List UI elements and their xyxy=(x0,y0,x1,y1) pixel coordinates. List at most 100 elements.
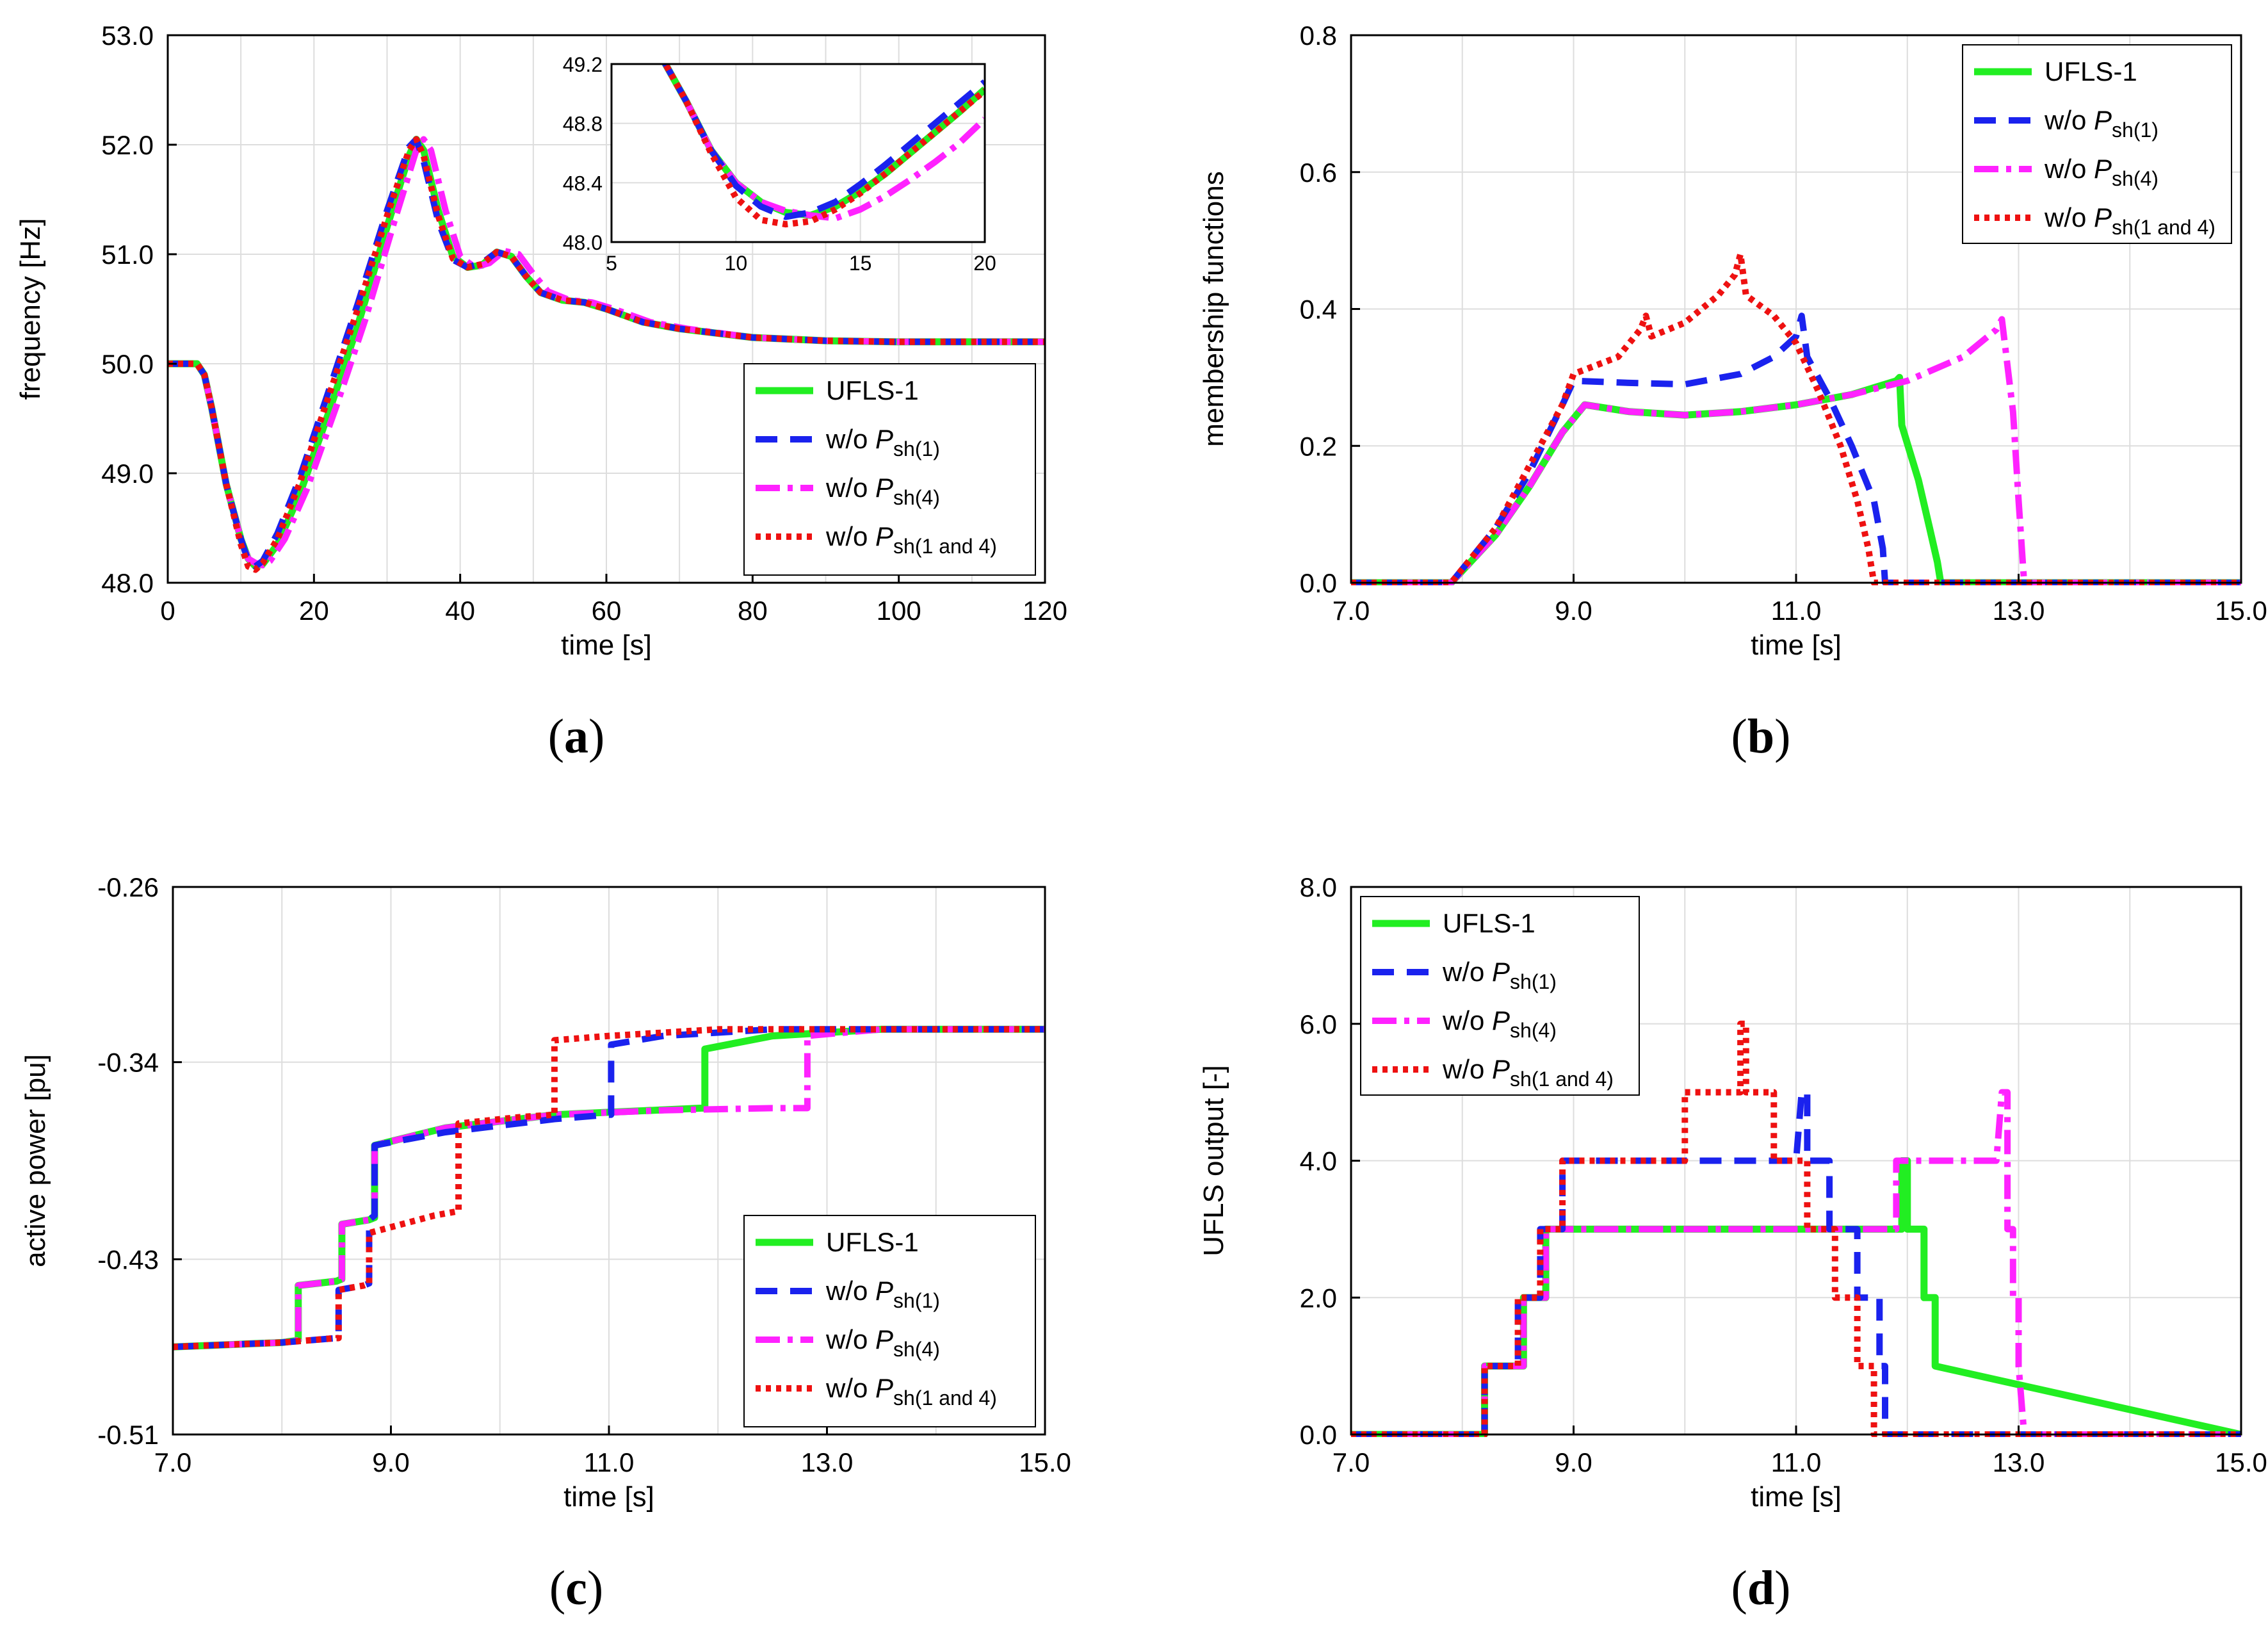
chart-b: 7.0 9.0 11.0 13.0 15.0 0.0 0.2 0.4 0.6 0.8 time [s… xyxy=(1198,20,2267,763)
y-tick-label: 4.0 xyxy=(1300,1146,1337,1176)
series-line-wo1 xyxy=(168,136,1045,570)
y-tick-label: -0.43 xyxy=(97,1244,159,1274)
series-line-wo14 xyxy=(168,136,1045,573)
series-line-wo4 xyxy=(1351,316,2241,585)
inset-series-group xyxy=(661,64,985,228)
y-tick-label: 51.0 xyxy=(101,240,154,270)
series-line-wo14 xyxy=(173,1026,1045,1351)
x-tick-label: 11.0 xyxy=(1771,1447,1822,1477)
inset-y-tick-label: 48.8 xyxy=(563,113,603,136)
x-tick-label: 9.0 xyxy=(1555,596,1592,626)
legend-label-ufls: UFLS-1 xyxy=(1443,908,1535,938)
x-tick-label: 15.0 xyxy=(2215,1447,2267,1477)
y-tick-label: 2.0 xyxy=(1300,1283,1337,1313)
y-tick-label: 0.6 xyxy=(1300,158,1337,188)
panel-letter: (b) xyxy=(1731,710,1791,763)
chart-d: 7.0 9.0 11.0 13.0 15.0 0.0 2.0 4.0 6.0 8.0 time [s… xyxy=(1198,872,2267,1615)
legend-label-ufls: UFLS-1 xyxy=(826,375,919,405)
x-tick-label: 7.0 xyxy=(1332,596,1370,626)
y-axis-label: membership functions xyxy=(1198,171,1229,446)
panel-letter: (a) xyxy=(548,710,605,763)
y-tick-label: -0.26 xyxy=(97,872,159,902)
inset-y-tick-label: 49.2 xyxy=(563,53,603,76)
y-axis-label: frequency [Hz] xyxy=(15,218,46,400)
inset-frame xyxy=(610,63,986,243)
y-tick-label: 48.0 xyxy=(101,568,154,598)
series-line-wo4 xyxy=(1351,1089,2241,1437)
x-tick-label: 120 xyxy=(1023,596,1067,626)
legend: UFLS-1 w/o Psh(1) w/o Psh(4) w/o Psh(1 and … xyxy=(1962,44,2232,244)
panel-letter: (d) xyxy=(1731,1561,1791,1615)
panel-letter-text: c xyxy=(565,1561,587,1615)
x-tick-label: 0 xyxy=(160,596,175,626)
y-tick-label: 49.0 xyxy=(101,459,154,489)
panel-letter: (c) xyxy=(549,1561,603,1615)
y-tick-label: 8.0 xyxy=(1300,872,1337,902)
inset-x-tick-label: 10 xyxy=(725,252,748,275)
x-tick-label: 13.0 xyxy=(1993,596,2045,626)
x-tick-label: 11.0 xyxy=(584,1447,635,1477)
x-axis-label: time [s] xyxy=(563,1481,654,1513)
y-tick-label: 6.0 xyxy=(1300,1009,1337,1039)
legend-label-ufls: UFLS-1 xyxy=(826,1227,919,1257)
y-tick-label: 0.4 xyxy=(1300,295,1337,325)
legend-label-wo14: w/o Psh(1 and 4) xyxy=(1442,1054,1614,1091)
legend-box xyxy=(1962,44,2232,244)
legend-label-wo4: w/o Psh(4) xyxy=(825,473,940,509)
inset-line-wo14 xyxy=(661,64,985,228)
series-group xyxy=(173,1025,1045,1351)
inset-x-tick-label: 15 xyxy=(849,252,872,275)
legend-label-wo14: w/o Psh(1 and 4) xyxy=(2044,202,2215,239)
legend-label-wo1: w/o Psh(1) xyxy=(825,1276,940,1312)
x-tick-label: 11.0 xyxy=(1771,596,1822,626)
series-line-wo14 xyxy=(1351,251,2241,585)
legend-label-wo4: w/o Psh(4) xyxy=(2044,154,2159,190)
inset-y-tick-label: 48.4 xyxy=(563,172,603,195)
series-group xyxy=(168,136,1045,573)
series-group xyxy=(1351,1020,2241,1437)
chart-a: 0 20 40 60 80 100 120 48.0 49.0 50.0 51.0 52.0 53.0 t… xyxy=(15,20,1067,763)
x-axis-label: time [s] xyxy=(1751,1481,1842,1513)
y-axis-label: active power [pu] xyxy=(20,1054,51,1267)
legend-label-wo1: w/o Psh(1) xyxy=(2044,105,2159,142)
x-tick-label: 9.0 xyxy=(1555,1447,1592,1477)
series-line-wo1 xyxy=(173,1026,1045,1351)
x-tick-label: 9.0 xyxy=(372,1447,409,1477)
panel-letter-text: a xyxy=(564,710,588,763)
y-tick-label: -0.51 xyxy=(97,1420,159,1450)
x-tick-label: 100 xyxy=(877,596,921,626)
x-tick-label: 40 xyxy=(445,596,475,626)
legend: UFLS-1 w/o Psh(1) w/o Psh(4) w/o Psh(1 and … xyxy=(1360,896,1640,1096)
legend-box xyxy=(743,363,1036,576)
inset-x-tick-label: 20 xyxy=(973,252,996,275)
y-axis-label: UFLS output [-] xyxy=(1198,1065,1229,1256)
y-tick-label: 0.0 xyxy=(1300,1420,1337,1450)
inset-chart: 5 10 15 20 48.0 48.4 48.8 49.2 xyxy=(563,53,996,275)
legend-box xyxy=(743,1215,1036,1427)
y-tick-label: 53.0 xyxy=(101,20,154,51)
x-axis-label: time [s] xyxy=(561,630,652,661)
x-tick-label: 20 xyxy=(299,596,329,626)
y-tick-label: 0.8 xyxy=(1300,20,1337,51)
x-tick-label: 60 xyxy=(592,596,622,626)
x-tick-label: 7.0 xyxy=(1332,1447,1370,1477)
series-line-wo14 xyxy=(1351,1020,2241,1437)
x-tick-label: 7.0 xyxy=(154,1447,191,1477)
series-group xyxy=(1351,251,2241,585)
panel-letter-text: b xyxy=(1747,710,1774,763)
legend: UFLS-1 w/o Psh(1) w/o Psh(4) w/o Psh(1 and … xyxy=(743,1215,1036,1427)
panel-letter-text: d xyxy=(1747,1561,1774,1615)
x-tick-label: 15.0 xyxy=(2215,596,2267,626)
inset-x-tick-label: 5 xyxy=(606,252,617,275)
series-line-wo4 xyxy=(173,1026,1045,1351)
series-line-ufls xyxy=(1351,373,2241,585)
x-tick-label: 15.0 xyxy=(1019,1447,1071,1477)
x-axis-label: time [s] xyxy=(1751,630,1842,661)
legend-label-wo4: w/o Psh(4) xyxy=(825,1324,940,1361)
x-tick-label: 13.0 xyxy=(1993,1447,2045,1477)
y-tick-label: 52.0 xyxy=(101,130,154,160)
legend-label-wo14: w/o Psh(1 and 4) xyxy=(825,521,997,558)
legend-label-wo1: w/o Psh(1) xyxy=(825,424,940,460)
legend-label-wo1: w/o Psh(1) xyxy=(1442,957,1557,993)
